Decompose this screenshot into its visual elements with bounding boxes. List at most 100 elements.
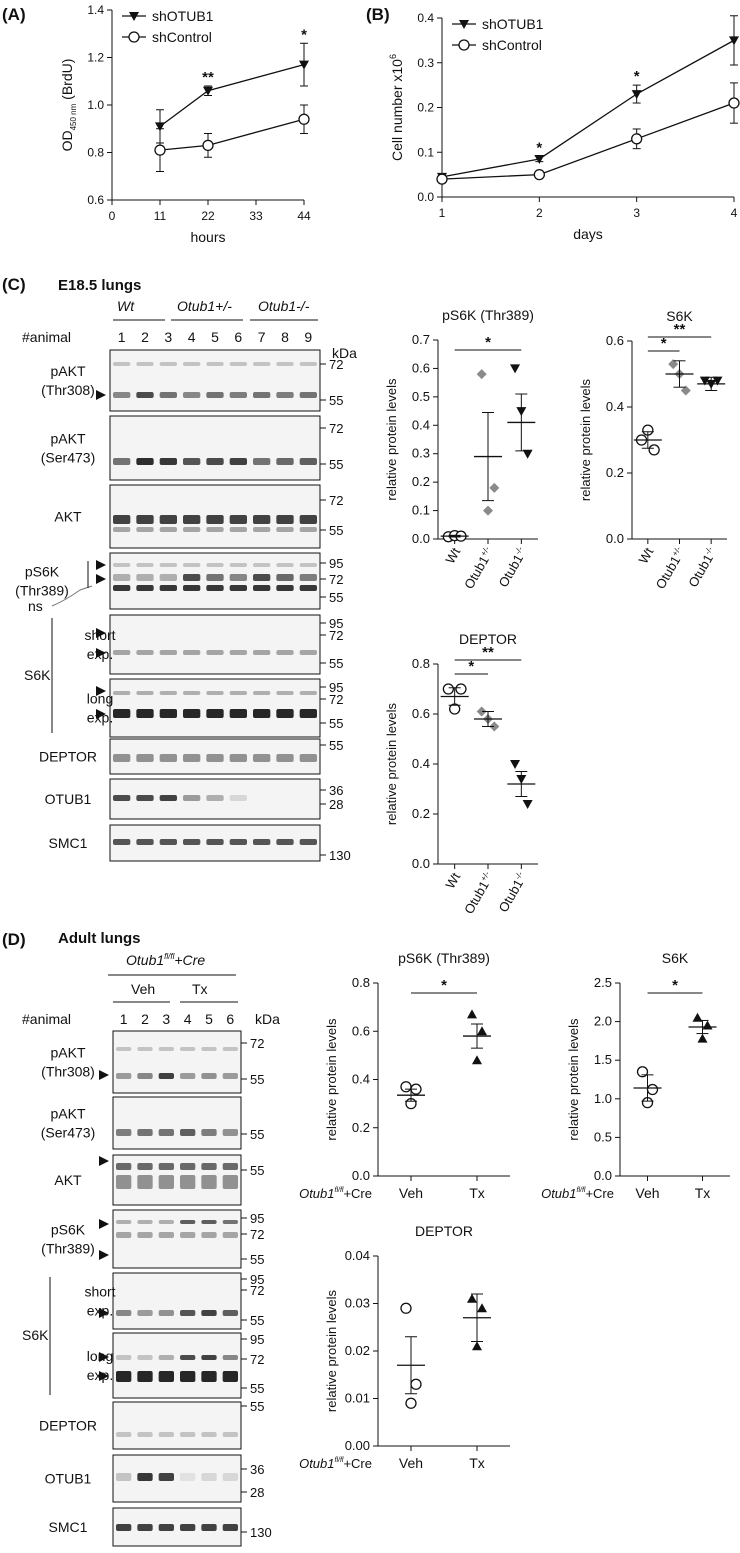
size-marker: 72	[329, 493, 343, 508]
protein-band	[183, 650, 201, 655]
y-tick-label: 0.02	[345, 1343, 370, 1358]
protein-band	[113, 650, 131, 655]
protein-band	[229, 650, 247, 655]
y-tick-label: 0.03	[345, 1296, 370, 1311]
protein-band	[206, 563, 224, 567]
y-tick-label: 0.1	[412, 503, 430, 518]
protein-band	[253, 754, 271, 762]
animal-number: 8	[281, 329, 289, 345]
protein-band	[159, 839, 177, 845]
significance-mark: *	[468, 658, 474, 675]
size-marker: 28	[329, 797, 343, 812]
protein-band	[158, 1473, 174, 1481]
protein-band	[158, 1355, 174, 1360]
protein-band	[253, 839, 271, 845]
protein-band	[113, 709, 131, 718]
protein-band	[299, 709, 317, 718]
data-point	[697, 1033, 708, 1043]
size-marker: 72	[329, 692, 343, 707]
blot-label: pS6K	[51, 1222, 86, 1238]
blot-label: OTUB1	[45, 1471, 92, 1487]
protein-band	[229, 563, 247, 567]
data-point-shOTUB1	[729, 36, 739, 46]
data-point	[467, 1009, 477, 1019]
y-tick-label: 0.0	[352, 1168, 370, 1183]
protein-band	[116, 1432, 132, 1437]
protein-band	[137, 1524, 153, 1531]
protein-band	[159, 754, 177, 762]
data-point	[510, 364, 521, 374]
group-label-wt: Wt	[117, 298, 135, 314]
protein-band	[137, 1355, 153, 1360]
protein-band	[206, 362, 224, 366]
y-tick-label: 0.01	[345, 1391, 370, 1406]
protein-band	[113, 585, 131, 591]
protein-band	[137, 1073, 153, 1079]
panel-label-c: (C)	[2, 275, 26, 294]
size-marker: 72	[329, 421, 343, 436]
size-marker: 130	[329, 848, 351, 863]
y-tick-label: 2.0	[594, 1014, 612, 1029]
protein-band	[180, 1047, 196, 1051]
size-marker: 95	[250, 1272, 264, 1287]
ns-label: ns	[28, 598, 43, 614]
protein-band	[276, 709, 294, 718]
animal-label-c: #animal	[22, 329, 71, 345]
blot-label: (Thr389)	[15, 583, 69, 599]
protein-band	[222, 1355, 238, 1360]
dot-plot-C-DEPTOR: DEPTOR 0.0 0.2 0.4 0.6 0.8 relative protein le…	[384, 631, 538, 916]
protein-band	[222, 1220, 238, 1224]
protein-band	[116, 1473, 132, 1481]
protein-band	[116, 1232, 132, 1238]
size-marker: 55	[329, 656, 343, 671]
protein-band	[206, 709, 224, 718]
data-point-shOTUB1	[631, 90, 642, 100]
protein-band	[276, 563, 294, 567]
protein-band	[180, 1073, 196, 1079]
protein-band	[201, 1163, 217, 1170]
panel-label-a: (A)	[2, 5, 26, 24]
category-label: Wt	[442, 545, 463, 567]
protein-band	[222, 1473, 238, 1481]
plot-title: DEPTOR	[415, 1223, 473, 1239]
category-label: Otub1-/-	[495, 870, 530, 915]
band-arrow	[99, 1219, 109, 1229]
blot-strip	[112, 1272, 242, 1330]
size-marker: 95	[329, 556, 343, 571]
protein-band	[116, 1163, 132, 1170]
protein-band	[136, 574, 154, 581]
protein-band	[116, 1220, 132, 1224]
x-tick-label: 22	[201, 209, 215, 223]
data-point	[636, 1066, 649, 1078]
x-tick-label: 4	[731, 206, 738, 220]
animal-number: 4	[188, 329, 196, 345]
data-point	[702, 1020, 713, 1030]
y-tick-label: 0.6	[87, 193, 104, 207]
protein-band	[206, 392, 224, 398]
x-tick-label: 2	[536, 206, 543, 220]
data-point	[668, 359, 679, 370]
blot-strip	[112, 1209, 242, 1269]
blot-6: DEPTOR 55	[39, 1399, 264, 1450]
y-tick-label: 1.0	[87, 98, 104, 112]
size-marker: 95	[250, 1211, 264, 1226]
protein-band	[136, 362, 154, 366]
category-label: Otub1-/-	[495, 545, 530, 590]
protein-band	[113, 392, 131, 398]
data-point	[712, 376, 723, 386]
protein-band	[206, 754, 224, 762]
protein-band	[136, 691, 154, 695]
protein-band	[116, 1310, 132, 1316]
size-marker: 72	[329, 572, 343, 587]
group-label-ko: Otub1-/-	[258, 298, 310, 314]
y-tick-label: 1.5	[594, 1052, 612, 1067]
protein-band	[116, 1175, 132, 1189]
group-label-tx: Tx	[192, 981, 208, 997]
panel-c-title: E18.5 lungs	[58, 277, 141, 294]
y-tick-label: 0.2	[606, 465, 624, 480]
protein-band	[116, 1355, 132, 1360]
blot-0: pAKT (Thr308) 72 55	[41, 349, 343, 412]
protein-band	[276, 574, 294, 581]
